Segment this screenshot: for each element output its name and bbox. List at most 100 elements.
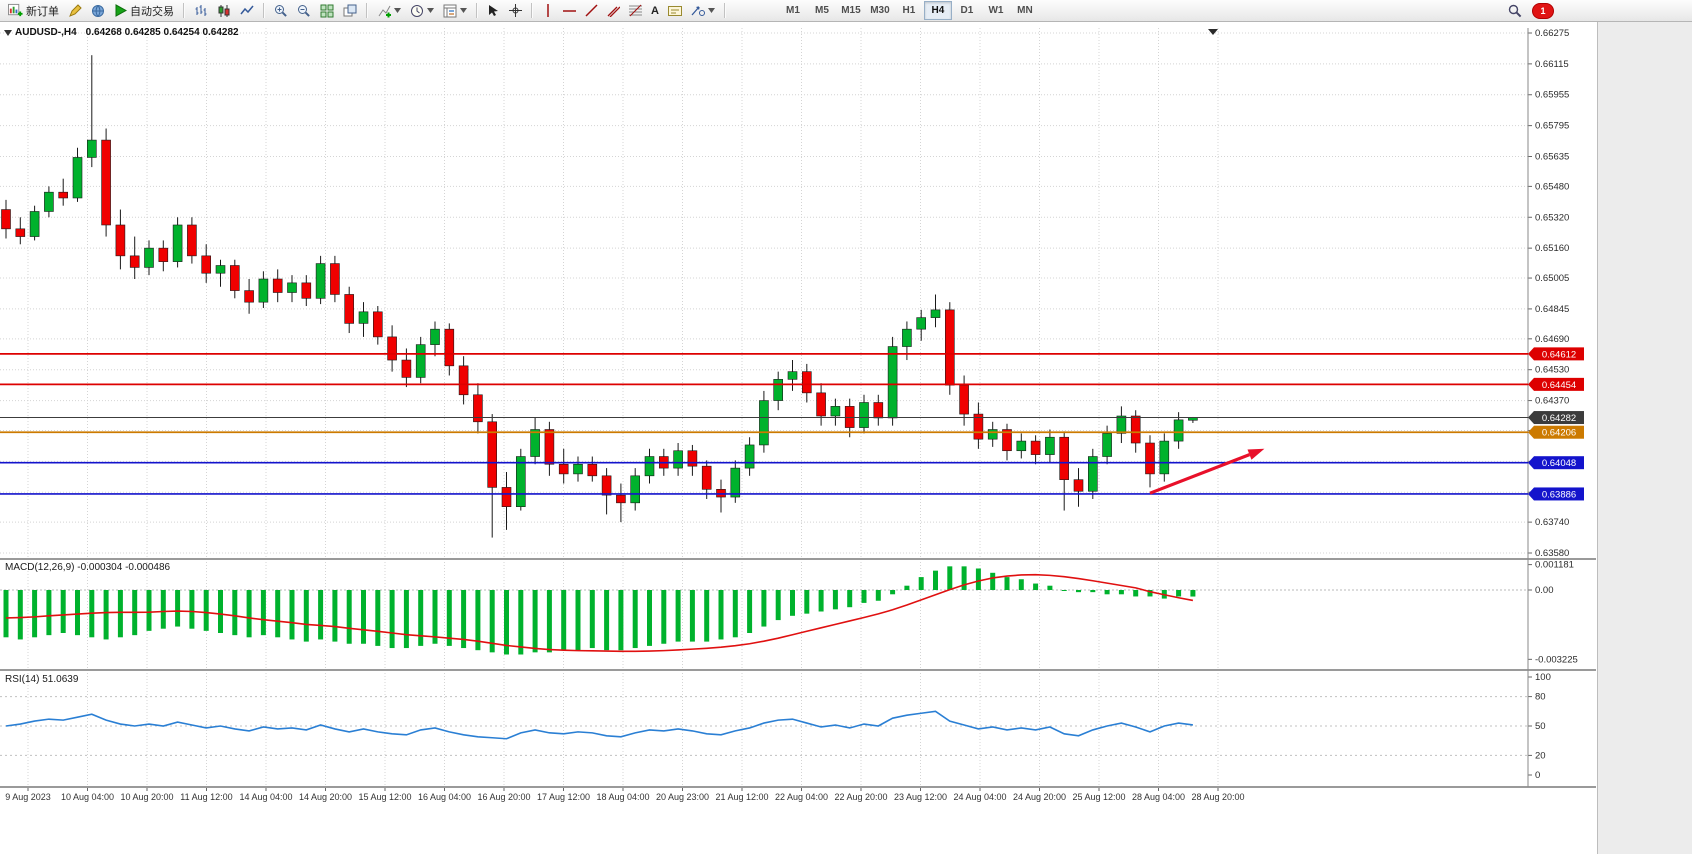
- price-tag-support-1: 0.64048: [1542, 458, 1576, 469]
- time-axis[interactable]: [0, 787, 1528, 812]
- price-axis-label: 0.65005: [1535, 273, 1569, 284]
- rsi-axis-label: 80: [1535, 692, 1546, 703]
- price-axis-label: 0.64370: [1535, 396, 1569, 407]
- templates-button[interactable]: [439, 1, 471, 20]
- time-axis-label: 14 Aug 20:00: [299, 792, 352, 802]
- candlestick-chart-button[interactable]: [213, 1, 235, 20]
- timeframe-m1[interactable]: M1: [786, 5, 800, 16]
- trend-arrow-annotation[interactable]: [1149, 448, 1265, 495]
- chart-canvas[interactable]: 9 Aug 2023 10 Aug 04:00 10 Aug 20:00 11 Aug…: [0, 22, 1692, 854]
- arrange-windows-button[interactable]: [339, 1, 361, 20]
- chevron-down-icon: [394, 8, 401, 13]
- price-axis-label: 0.64530: [1535, 365, 1569, 376]
- new-order-button[interactable]: 新订单: [4, 1, 63, 20]
- vertical-line-icon: [547, 4, 549, 17]
- trendline-button[interactable]: [581, 1, 602, 20]
- fibonacci-button[interactable]: [625, 1, 646, 20]
- timeframe-h4[interactable]: H4: [923, 1, 952, 20]
- search-icon: [1508, 4, 1522, 18]
- vertical-line-button[interactable]: [538, 1, 558, 20]
- timeframe-m30[interactable]: M30: [870, 5, 890, 16]
- clock-icon: [411, 4, 423, 17]
- time-axis-label: 28 Aug 20:00: [1191, 792, 1244, 802]
- horizontal-line-resistance-2[interactable]: 0.64454: [0, 377, 1584, 391]
- price-axis[interactable]: [1528, 22, 1597, 787]
- time-axis-label: 9 Aug 2023: [5, 792, 51, 802]
- channel-button[interactable]: [603, 1, 624, 20]
- timeframe-m15[interactable]: M15: [841, 5, 861, 16]
- label-tool-button[interactable]: [664, 1, 686, 20]
- toolbar-separator: [366, 3, 368, 18]
- cursor-button[interactable]: [483, 1, 504, 20]
- toolbar-separator: [476, 3, 478, 18]
- price-tag-resistance-2: 0.64454: [1542, 380, 1576, 391]
- bar-chart-button[interactable]: [190, 1, 212, 20]
- symbol-period-label: AUDUSD-,H4: [15, 27, 77, 38]
- rsi-axis-label: 100: [1535, 672, 1551, 683]
- timeframe-w1[interactable]: W1: [988, 5, 1004, 16]
- line-chart-button[interactable]: [236, 1, 258, 20]
- time-axis-label: 18 Aug 04:00: [596, 792, 649, 802]
- macd-panel: [3, 566, 1196, 655]
- zoom-out-button[interactable]: [293, 1, 315, 20]
- notification-badge[interactable]: 1: [1533, 4, 1553, 18]
- community-button[interactable]: [87, 1, 109, 20]
- horizontal-line-pivot[interactable]: 0.64206: [0, 425, 1584, 439]
- pencil-icon: [69, 3, 82, 17]
- price-axis-label: 0.65795: [1535, 121, 1569, 132]
- toolbar-separator: [723, 3, 726, 18]
- zoom-out-icon: [298, 4, 310, 17]
- horizontal-line-resistance-1[interactable]: 0.64612: [0, 347, 1584, 361]
- new-order-icon: [8, 3, 23, 17]
- one-click-trading-caret[interactable]: [4, 30, 12, 36]
- time-axis-label: 24 Aug 04:00: [953, 792, 1006, 802]
- rsi-axis-label: 20: [1535, 750, 1546, 761]
- price-axis-label: 0.64845: [1535, 304, 1569, 315]
- play-icon: [115, 4, 127, 17]
- chart-shift-marker[interactable]: [1208, 29, 1218, 35]
- tile-windows-button[interactable]: [316, 1, 338, 20]
- price-axis-label: 0.65320: [1535, 212, 1569, 223]
- zoom-in-button[interactable]: [270, 1, 292, 20]
- indicators-plus-icon: [378, 5, 391, 17]
- time-axis-label: 22 Aug 04:00: [775, 792, 828, 802]
- timeframe-h1[interactable]: H1: [902, 5, 916, 16]
- horizontal-line-button[interactable]: [559, 1, 580, 20]
- time-axis-label: 11 Aug 12:00: [180, 792, 232, 802]
- autotrading-button[interactable]: 自动交易: [110, 1, 178, 20]
- macd-axis-label: 0.001181: [1535, 560, 1574, 571]
- cursor-icon: [489, 5, 498, 16]
- price-axis-label: 0.66275: [1535, 28, 1569, 39]
- timeframe-m5[interactable]: M5: [815, 5, 829, 16]
- timeframe-d1[interactable]: D1: [960, 5, 974, 16]
- time-axis-label: 17 Aug 12:00: [537, 792, 590, 802]
- timeframe-mn[interactable]: MN: [1017, 5, 1033, 16]
- horizontal-line-support-2[interactable]: 0.63886: [0, 487, 1584, 501]
- toolbar-separator: [531, 3, 533, 18]
- horizontal-line-current-price[interactable]: 0.64282: [0, 411, 1584, 425]
- periods-button[interactable]: [406, 1, 438, 20]
- text-tool-button[interactable]: A: [647, 1, 663, 20]
- rsi-panel: [5, 710, 1194, 740]
- price-tag-support-2: 0.63886: [1542, 489, 1576, 500]
- time-axis-label: 24 Aug 20:00: [1013, 792, 1066, 802]
- crosshair-button[interactable]: [505, 1, 526, 20]
- horizontal-line-support-1[interactable]: 0.64048: [0, 456, 1584, 470]
- time-axis-label: 28 Aug 04:00: [1132, 792, 1185, 802]
- time-axis-label: 21 Aug 12:00: [715, 792, 768, 802]
- time-axis-label: 16 Aug 04:00: [418, 792, 471, 802]
- rsi-axis-label: 50: [1535, 721, 1546, 732]
- metaeditor-button[interactable]: [64, 1, 86, 20]
- time-axis-label: 22 Aug 20:00: [834, 792, 887, 802]
- time-axis-label: 10 Aug 04:00: [61, 792, 114, 802]
- price-axis-label: 0.65480: [1535, 181, 1569, 192]
- candles: [1, 55, 1198, 538]
- price-axis-label: 0.65160: [1535, 243, 1569, 254]
- shapes-button[interactable]: [687, 1, 719, 20]
- channel-icon: [607, 6, 620, 17]
- cascade-icon: [343, 4, 357, 16]
- indicators-button[interactable]: [373, 1, 405, 20]
- rsi-indicator-label: RSI(14) 51.0639: [5, 674, 79, 685]
- search-button[interactable]: [1504, 2, 1526, 21]
